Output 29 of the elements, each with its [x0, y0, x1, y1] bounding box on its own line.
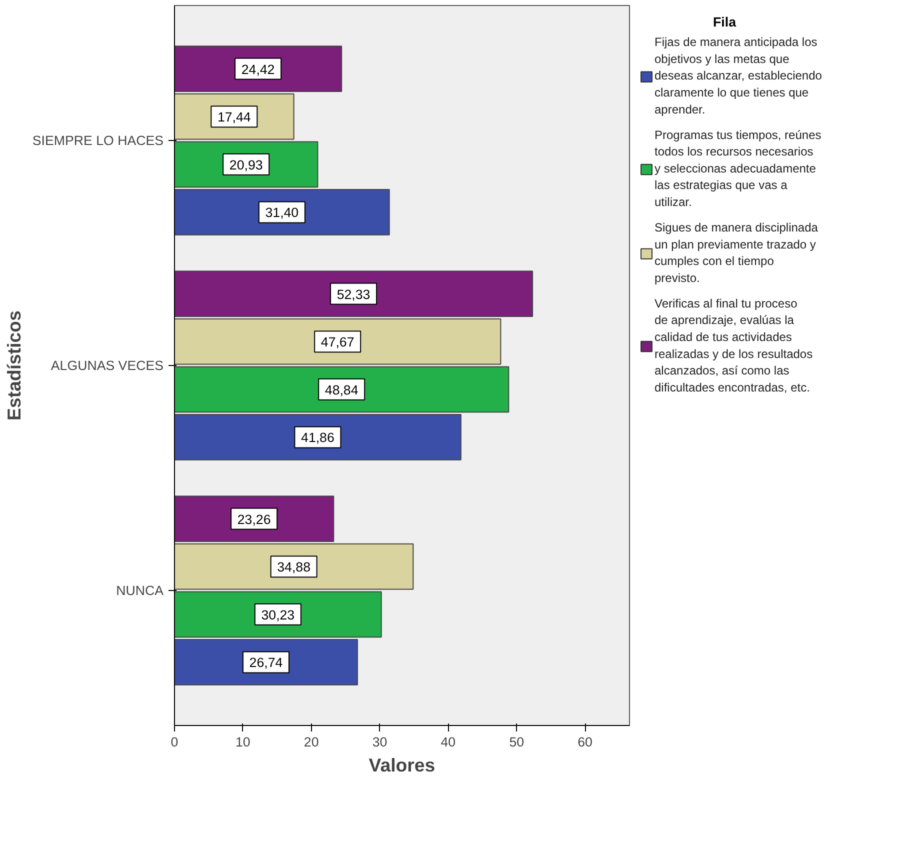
x-tick-label: 0	[170, 734, 178, 750]
legend-label: Verificas al final tu proceso de aprendizaje, evalúas la calidad de tus actividades realizadas y de los resultados alcanzados, así como las dificultades encontradas, etc.	[654, 296, 813, 394]
x-tick-label: 30	[372, 734, 388, 750]
x-axis-title: Valores	[368, 754, 436, 776]
data-label: 52,33	[336, 286, 370, 302]
legend-title: Fila	[713, 14, 737, 30]
data-label: 34,88	[277, 560, 311, 575]
legend-label: Programas tus tiempos, reúnes todos los recursos necesarios y seleccionas adecuadamente las estrategias que vas a utilizar.	[654, 128, 822, 210]
legend-label: Fijas de manera anticipada los objetivos y las metas que deseas alcanzar, estableciendo claramente lo que tienes que aprender.	[654, 35, 822, 116]
y-tick-label: SIEMPRE LO HACES	[32, 133, 164, 148]
x-tick-label: 20	[304, 734, 319, 750]
data-label: 24,42	[241, 62, 275, 77]
data-label: 17,44	[217, 110, 252, 125]
data-label: 47,67	[320, 334, 354, 350]
y-tick-label: NUNCA	[116, 583, 164, 598]
legend-label: Sigues de manera disciplinada un plan previamente trazado y cumples con el tiempo previsto.	[654, 220, 818, 285]
x-tick-label: 60	[578, 734, 592, 750]
data-label: 41,86	[301, 430, 334, 446]
x-tick-label: 50	[509, 734, 524, 750]
data-label: 26,74	[249, 655, 284, 670]
y-tick-label: ALGUNAS VECES	[50, 358, 164, 373]
x-tick-label: 10	[236, 734, 250, 750]
data-label: 30,23	[261, 607, 295, 622]
x-tick-label: 40	[440, 734, 456, 750]
y-axis-title: Estadísticos	[3, 310, 24, 420]
data-label: 31,40	[265, 205, 299, 220]
data-label: 48,84	[324, 382, 359, 398]
data-label: 23,26	[237, 512, 271, 527]
data-label: 20,93	[229, 157, 263, 172]
